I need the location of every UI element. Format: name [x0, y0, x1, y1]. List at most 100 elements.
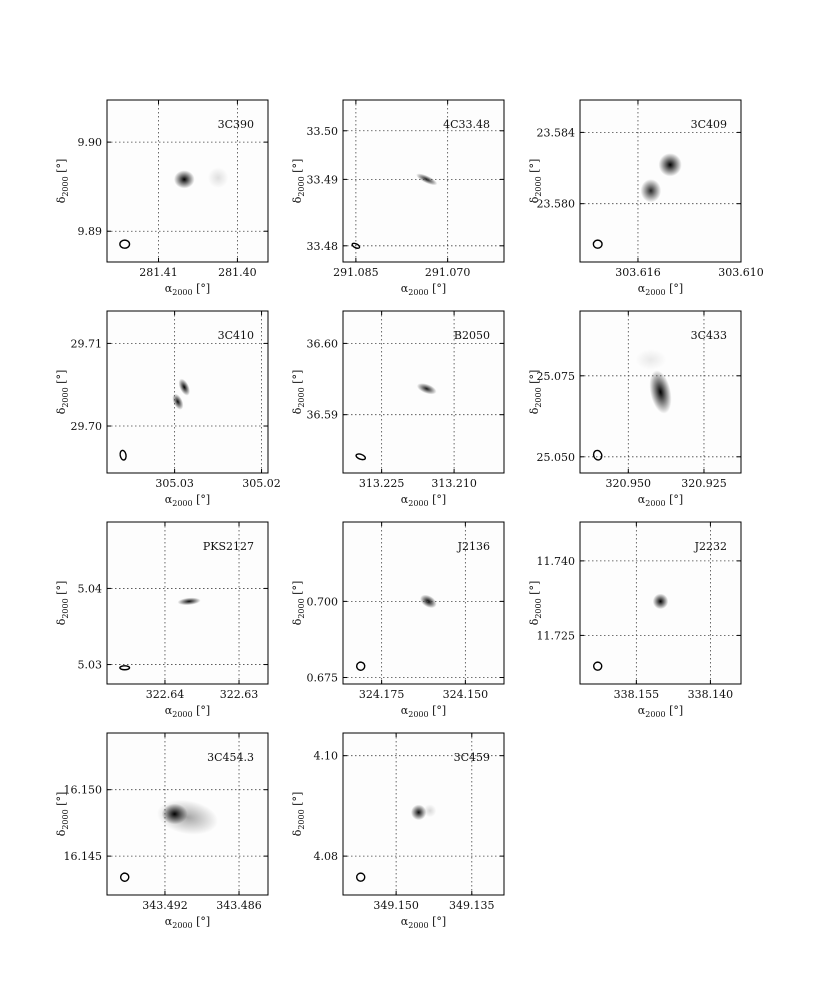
x-tick-label: 349.150: [373, 899, 419, 912]
y-tick-label: 23.584: [537, 126, 576, 139]
source-component: [658, 153, 682, 177]
x-tick-label: 291.085: [333, 266, 379, 279]
panel-frame: [579, 99, 742, 263]
y-tick-label: 5.04: [78, 582, 103, 595]
beam-ellipse: [351, 242, 361, 249]
x-tick-label: 313.210: [431, 477, 477, 490]
panel-frame: [106, 310, 269, 474]
panel-frame: [579, 310, 742, 474]
panel-j2136: 324.175 324.150 0.700 0.675 J2136 α2000 [°] δ2…: [291, 521, 505, 719]
emission-map: [416, 173, 438, 186]
emission-map: [156, 799, 219, 835]
x-tick-label: 320.925: [681, 477, 727, 490]
source-component: [652, 593, 669, 610]
source-component: [416, 383, 437, 395]
y-tick-label: 11.740: [537, 555, 576, 568]
x-tick-label: 303.610: [718, 266, 764, 279]
emission-map: [652, 593, 669, 610]
emission-map: [172, 378, 190, 410]
beam-ellipse: [592, 449, 603, 461]
y-tick-label: 16.145: [64, 850, 103, 863]
panel-frame: [106, 99, 269, 263]
x-tick-label: 281.41: [139, 266, 178, 279]
beam-ellipse: [355, 661, 366, 671]
y-tick-label: 9.89: [78, 225, 103, 238]
emission-map: [177, 597, 201, 606]
emission-map: [410, 804, 437, 821]
x-tick-label: 305.02: [242, 477, 281, 490]
x-axis-label: α2000 [°]: [165, 704, 210, 719]
y-tick-label: 33.50: [307, 125, 339, 138]
source-component: [649, 370, 672, 414]
x-tick-label: 322.64: [146, 688, 185, 701]
y-tick-label: 36.60: [307, 337, 339, 350]
y-tick-label: 25.050: [537, 451, 576, 464]
source-name-label: 3C454.3: [207, 751, 254, 764]
beam-ellipse: [119, 665, 131, 671]
beam-ellipse: [119, 449, 127, 461]
x-tick-label: 305.03: [155, 477, 194, 490]
y-tick-label: 36.59: [307, 409, 339, 422]
y-tick-label: 29.71: [71, 337, 103, 350]
source-component: [410, 804, 427, 821]
source-component: [416, 173, 438, 186]
y-tick-label: 16.150: [64, 784, 103, 797]
panel-frame: [342, 732, 505, 896]
beam-ellipse: [355, 453, 367, 461]
source-component: [178, 378, 190, 396]
x-tick-label: 320.950: [606, 477, 652, 490]
y-tick-label: 25.075: [537, 370, 576, 383]
panel-frame: [106, 732, 269, 896]
source-name-label: PKS2127: [203, 540, 254, 553]
y-tick-label: 33.49: [307, 173, 339, 186]
y-tick-label: 11.725: [537, 629, 576, 642]
x-tick-label: 313.225: [359, 477, 405, 490]
image-background: [580, 100, 741, 262]
panel-frame: [579, 521, 742, 685]
x-tick-label: 343.486: [216, 899, 262, 912]
panel-3c409: 303.616 303.610 23.584 23.580 3C409 α2000 [°]…: [528, 99, 764, 297]
y-tick-label: 9.90: [78, 136, 103, 149]
x-tick-label: 324.175: [359, 688, 405, 701]
y-axis-label: δ2000 [°]: [528, 370, 543, 415]
x-tick-label: 338.140: [688, 688, 734, 701]
y-axis-label: δ2000 [°]: [291, 792, 306, 837]
panel-4c3348: 291.085 291.070 33.50 33.49 33.48 4C33.48 α200…: [291, 99, 505, 297]
y-axis-label: δ2000 [°]: [55, 159, 70, 204]
y-tick-label: 23.580: [537, 198, 576, 211]
y-tick-label: 0.700: [307, 595, 339, 608]
source-name-label: 3C409: [691, 118, 727, 131]
source-name-label: J2232: [694, 540, 727, 553]
x-axis-label: α2000 [°]: [165, 282, 210, 297]
y-tick-label: 4.08: [314, 850, 339, 863]
panel-frame: [342, 310, 505, 474]
panel-frame: [342, 99, 505, 263]
panel-j2232: 338.155 338.140 11.740 11.725 J2232 α2000 [°]…: [528, 521, 742, 719]
x-axis-label: α2000 [°]: [401, 493, 446, 508]
y-axis-label: δ2000 [°]: [291, 581, 306, 626]
x-axis-label: α2000 [°]: [401, 704, 446, 719]
panel-3c4543: 343.492 343.486 16.150 16.145 3C454.3 α2000 […: [55, 732, 269, 930]
y-tick-label: 5.03: [78, 659, 103, 672]
y-axis-label: δ2000 [°]: [291, 159, 306, 204]
y-axis-label: δ2000 [°]: [55, 370, 70, 415]
source-component: [207, 167, 229, 189]
source-component: [173, 170, 195, 189]
x-tick-label: 324.150: [443, 688, 489, 701]
source-name-label: 3C390: [218, 118, 254, 131]
source-name-label: 3C433: [691, 329, 727, 342]
y-tick-label: 33.48: [307, 240, 339, 253]
source-name-label: B2050: [454, 329, 490, 342]
source-component: [156, 799, 219, 835]
source-name-label: 3C459: [454, 751, 490, 764]
source-component: [172, 393, 184, 410]
panel-frame: [342, 521, 505, 685]
x-axis-label: α2000 [°]: [638, 704, 683, 719]
y-axis-label: δ2000 [°]: [528, 159, 543, 204]
x-tick-label: 349.135: [449, 899, 495, 912]
x-axis-label: α2000 [°]: [401, 282, 446, 297]
y-axis-label: δ2000 [°]: [291, 370, 306, 415]
emission-map: [173, 167, 229, 189]
x-tick-label: 338.155: [614, 688, 660, 701]
